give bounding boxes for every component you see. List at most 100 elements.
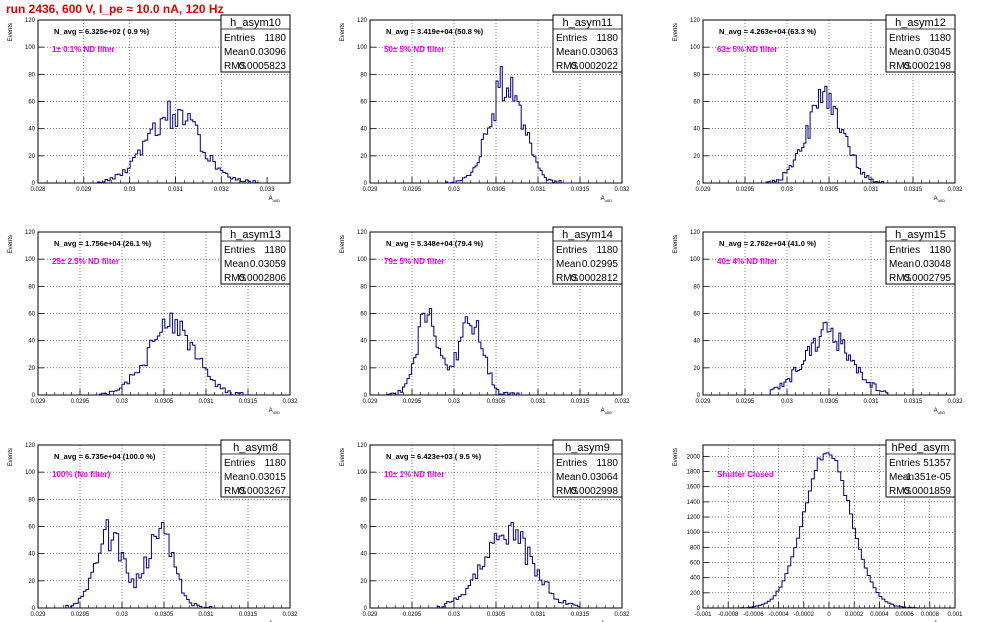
stats-label: RMS: [556, 273, 579, 284]
stats-value: 0.03048: [915, 259, 952, 270]
x-tick-label: 0.029: [362, 187, 378, 193]
stats-value: 0.03063: [582, 47, 619, 58]
y-tick-label: 80: [693, 284, 700, 290]
y-axis-title: Events: [8, 448, 14, 466]
y-tick-label: 80: [360, 284, 367, 290]
y-tick-label: 40: [693, 339, 700, 345]
navg-annotation: N_avg = 6.325e+02 ( 0.9 %): [54, 27, 150, 36]
y-tick-label: 80: [360, 497, 367, 503]
y-axis-title: Events: [673, 448, 679, 466]
stats-label: Entries: [889, 458, 920, 469]
y-tick-label: 100: [25, 470, 36, 476]
x-tick-label: 0.0305: [487, 187, 506, 193]
histogram-panel-h_asym9: 0 20 40 60 80 100 120 0.029 0.0295 0.03 0.0305 0.03…: [340, 439, 630, 622]
y-tick-label: 2000: [687, 454, 701, 460]
stats-box: [220, 14, 291, 73]
x-tick-label: 0.03: [116, 399, 128, 405]
x-tick-label: 0.03: [448, 399, 460, 405]
stats-value: 0.0002998: [571, 486, 619, 497]
navg-annotation: N_avg = 1.756e+04 (26.1 %): [54, 239, 152, 248]
x-tick-label: 0.032: [214, 187, 230, 193]
stats-title: h_asym9: [565, 442, 610, 454]
x-tick-label: 0.031: [198, 612, 214, 618]
stats-label: Entries: [889, 33, 920, 44]
stats-value: 1180: [264, 458, 286, 469]
x-tick-label: 0.033: [260, 187, 276, 193]
x-tick-label: 0.03: [448, 187, 460, 193]
x-tick-label: 0.0305: [487, 399, 506, 405]
y-tick-label: 20: [28, 154, 35, 160]
stats-value: 0.03059: [250, 259, 287, 270]
x-tick-label: 0.0315: [904, 187, 923, 193]
x-tick-label: 0.03: [448, 612, 460, 618]
y-tick-label: 40: [28, 127, 35, 133]
filter-note: 25± 2.5% ND filter: [52, 257, 119, 266]
y-tick-label: 60: [360, 525, 367, 531]
stats-box: [885, 226, 956, 285]
histogram-series-h_asym10: [97, 100, 259, 184]
stats-title: h_asym8: [233, 442, 278, 454]
x-tick-label: 0.03: [781, 187, 793, 193]
stats-label: Entries: [224, 458, 255, 469]
stats-value: 0.03045: [915, 47, 952, 58]
stats-value: 1180: [929, 245, 951, 256]
x-axis-title-sub: uIID: [938, 410, 945, 415]
x-tick-label: 0.031: [863, 399, 879, 405]
stats-value: 0.0002022: [571, 61, 619, 72]
x-tick-label: 0.0315: [239, 612, 258, 618]
x-tick-label: -0.0002: [794, 612, 815, 618]
x-tick-label: 0.031: [198, 399, 214, 405]
x-tick-label: 0.028: [30, 187, 46, 193]
x-tick-label: 0.0006: [895, 612, 914, 618]
x-tick-label: 0.0315: [239, 399, 258, 405]
stats-label: Mean: [224, 259, 249, 270]
y-tick-label: 20: [693, 154, 700, 160]
x-tick-label: 0.032: [614, 399, 630, 405]
y-tick-label: 1200: [687, 515, 701, 521]
y-axis-title: Events: [8, 235, 14, 253]
stats-label: RMS: [224, 61, 247, 72]
y-tick-label: 120: [357, 18, 368, 24]
histogram-series-h_asym11: [445, 66, 572, 184]
stats-title: h_asym11: [563, 17, 613, 29]
y-tick-label: 600: [690, 561, 701, 567]
y-tick-label: 0: [697, 606, 701, 612]
x-tick-label: 0.029: [30, 612, 46, 618]
stats-value: 1180: [596, 458, 618, 469]
y-tick-label: 0: [364, 606, 368, 612]
x-tick-label: 0.029: [695, 399, 711, 405]
histogram-panel-h_asym10: 0 20 40 60 80 100 120 0.028 0.029 0.03 0.031 0.032 0…: [8, 14, 291, 203]
stats-label: RMS: [889, 273, 912, 284]
y-tick-label: 1800: [687, 470, 701, 476]
y-tick-label: 120: [25, 443, 36, 449]
histogram-panel-h_asym12: 0 20 40 60 80 100 120 0.029 0.0295 0.03 0.0305 0.03…: [673, 14, 963, 203]
histogram-panel-h_asym15: 0 20 40 60 80 100 120 0.029 0.0295 0.03 0.0305 0.03…: [673, 226, 963, 415]
x-tick-label: 0.029: [362, 399, 378, 405]
x-tick-label: 0.031: [168, 187, 184, 193]
histogram-panel-h_asym14: 0 20 40 60 80 100 120 0.029 0.0295 0.03 0.0305 0.03…: [340, 226, 630, 415]
stats-label: RMS: [556, 61, 579, 72]
y-tick-label: 0: [32, 606, 36, 612]
x-tick-label: 0.0295: [71, 399, 90, 405]
x-axis-title-sub: uIID: [605, 410, 612, 415]
y-tick-label: 120: [25, 18, 36, 24]
y-tick-label: 120: [357, 443, 368, 449]
x-tick-label: 0.03: [124, 187, 136, 193]
x-tick-label: 0.0295: [71, 612, 90, 618]
stats-label: Entries: [556, 33, 587, 44]
y-tick-label: 0: [697, 393, 701, 399]
y-tick-label: 80: [360, 72, 367, 78]
x-tick-label: -0.0006: [743, 612, 764, 618]
y-tick-label: 100: [690, 257, 701, 263]
histogram-panel-h_asym13: 0 20 40 60 80 100 120 0.029 0.0295 0.03 0.0305 0.03…: [8, 226, 298, 415]
run-title: run 2436, 600 V, I_pe ≈ 10.0 nA, 120 Hz: [6, 2, 224, 16]
y-tick-label: 120: [357, 230, 368, 236]
x-tick-label: 0.032: [947, 187, 963, 193]
y-tick-label: 100: [25, 45, 36, 51]
x-tick-label: -0.0008: [718, 612, 739, 618]
x-tick-label: 0.031: [530, 187, 546, 193]
stats-label: RMS: [556, 486, 579, 497]
y-tick-label: 1000: [687, 530, 701, 536]
y-tick-label: 40: [693, 127, 700, 133]
